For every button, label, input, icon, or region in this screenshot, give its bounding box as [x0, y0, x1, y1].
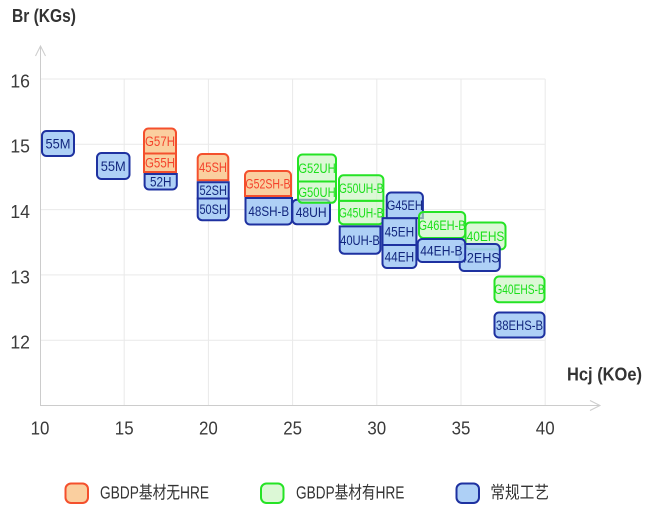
- svg-text:10: 10: [31, 419, 50, 439]
- svg-text:G52UH: G52UH: [298, 161, 335, 176]
- svg-text:40EHS: 40EHS: [467, 229, 505, 244]
- svg-text:55M: 55M: [46, 136, 71, 151]
- svg-text:50SH: 50SH: [199, 202, 227, 217]
- svg-text:15: 15: [10, 137, 30, 157]
- svg-text:G50UH-B: G50UH-B: [339, 181, 384, 196]
- svg-text:G46EH-B: G46EH-B: [419, 218, 466, 233]
- svg-text:55M: 55M: [101, 159, 126, 174]
- svg-text:14: 14: [10, 202, 30, 222]
- svg-text:Br (KGs): Br (KGs): [12, 6, 76, 26]
- svg-text:25: 25: [283, 419, 302, 439]
- svg-text:G45UH-B: G45UH-B: [339, 205, 384, 220]
- svg-text:38EHS-B: 38EHS-B: [496, 318, 543, 333]
- svg-text:40UH-B: 40UH-B: [340, 233, 380, 248]
- svg-text:48UH: 48UH: [296, 205, 327, 220]
- svg-text:13: 13: [10, 267, 30, 287]
- svg-text:Hcj (KOe): Hcj (KOe): [567, 365, 642, 385]
- svg-text:G52SH-B: G52SH-B: [245, 176, 290, 191]
- svg-text:45SH: 45SH: [199, 160, 227, 175]
- svg-text:40: 40: [536, 419, 555, 439]
- svg-text:15: 15: [115, 419, 134, 439]
- svg-text:35: 35: [452, 419, 471, 439]
- svg-text:30: 30: [367, 419, 386, 439]
- svg-text:20: 20: [199, 419, 218, 439]
- svg-text:52H: 52H: [150, 175, 172, 190]
- svg-text:12: 12: [10, 333, 30, 353]
- svg-text:G45EH: G45EH: [387, 198, 423, 213]
- svg-text:52SH: 52SH: [199, 183, 227, 198]
- svg-text:48SH-B: 48SH-B: [248, 204, 289, 219]
- svg-text:16: 16: [10, 71, 30, 91]
- svg-text:44EH-B: 44EH-B: [420, 243, 462, 258]
- svg-text:G57H: G57H: [145, 134, 175, 149]
- svg-text:G55H: G55H: [145, 156, 175, 171]
- svg-text:44EH: 44EH: [385, 249, 415, 264]
- svg-text:45EH: 45EH: [385, 224, 415, 239]
- svg-text:42EHS: 42EHS: [460, 250, 500, 265]
- svg-text:G50UH: G50UH: [298, 185, 335, 200]
- svg-text:G40EHS-B: G40EHS-B: [494, 282, 544, 297]
